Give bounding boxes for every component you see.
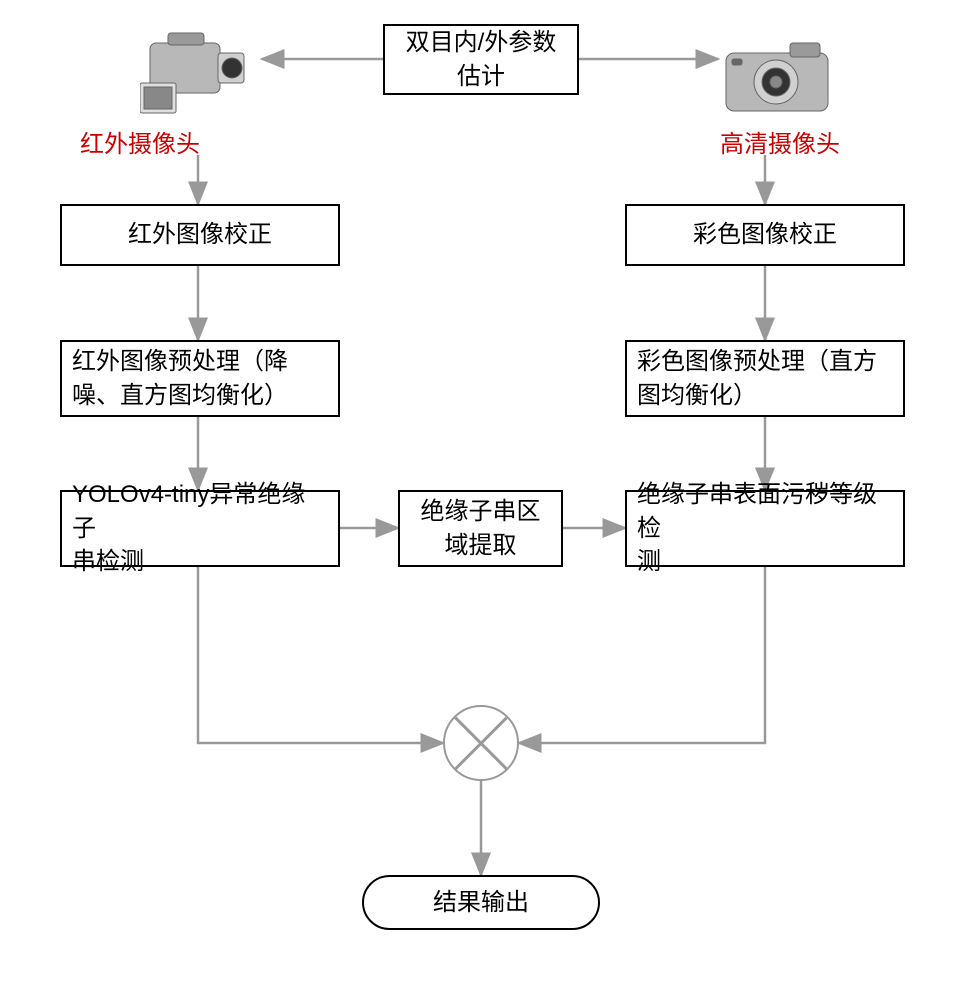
color-correction-box: 彩色图像校正 [625, 204, 905, 266]
fusion-node [443, 705, 519, 781]
hd-camera-label: 高清摄像头 [720, 131, 880, 159]
yolo-detect-box: YOLOv4-tiny异常绝缘子串检测 [60, 490, 340, 567]
ir-camera-label: 红外摄像头 [80, 131, 240, 159]
param-estimation-text: 双目内/外参数估计 [406, 26, 557, 93]
ir-camera-icon [140, 25, 260, 125]
pollution-detect-box: 绝缘子串表面污秽等级检测 [625, 490, 905, 567]
output-box: 结果输出 [362, 875, 600, 930]
ir-preprocess-box: 红外图像预处理（降噪、直方图均衡化） [60, 340, 340, 417]
param-estimation-box: 双目内/外参数估计 [383, 24, 579, 95]
color-preprocess-box: 彩色图像预处理（直方图均衡化） [625, 340, 905, 417]
region-extract-box: 绝缘子串区域提取 [398, 490, 563, 567]
ir-correction-box: 红外图像校正 [60, 204, 340, 266]
hd-camera-icon [720, 35, 840, 125]
